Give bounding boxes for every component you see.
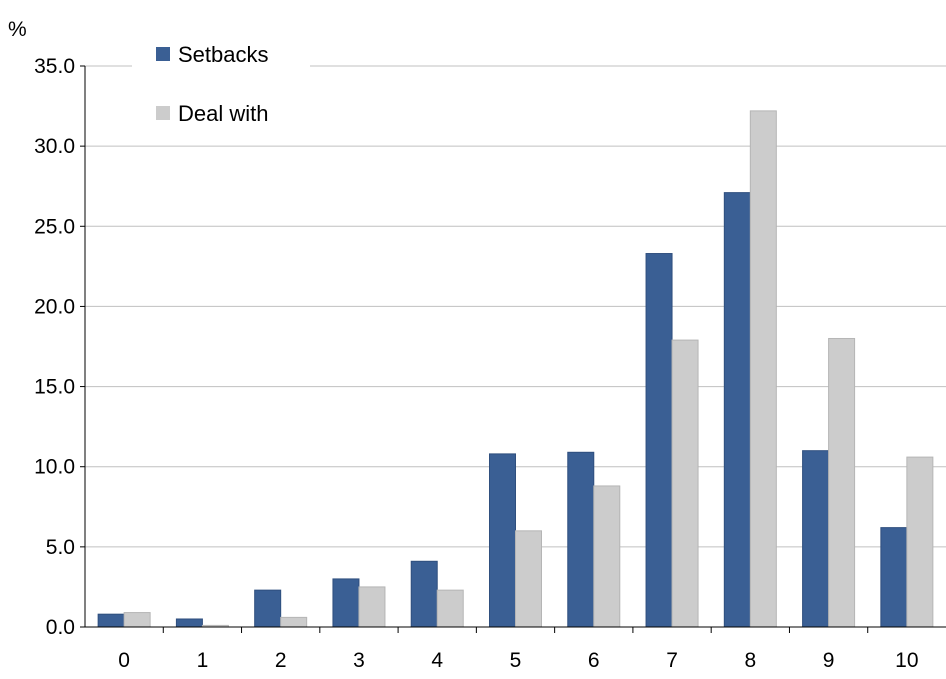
x-tick-label: 6 [588,649,600,672]
x-tick-label: 5 [510,649,522,672]
bar-deal-with [749,110,777,628]
bar-setbacks [489,453,516,628]
y-tick-label: 30.0 [34,135,75,158]
x-tick-label: 7 [666,649,678,672]
x-tick-label: 0 [118,649,130,672]
y-tick-label: 20.0 [34,295,75,318]
bar-setbacks [332,578,360,628]
y-tick-label: 15.0 [34,376,75,399]
bar-deal-with [358,586,386,628]
bar-setbacks [175,618,203,628]
bar-setbacks [410,560,438,628]
bar-deal-with [593,485,621,628]
x-tick-label: 1 [197,649,209,672]
legend-label-setbacks: Setbacks [178,42,269,67]
legend-swatch-setbacks [156,47,170,61]
legend: Setbacks Deal with [132,40,310,134]
x-tick-label: 10 [895,649,918,672]
bar-setbacks [567,451,595,628]
y-tick-label: 0.0 [46,616,75,639]
x-tick-label: 4 [431,649,443,672]
bars [97,110,934,628]
y-tick-label: 5.0 [46,536,75,559]
bar-deal-with [280,616,308,628]
bar-setbacks [880,527,908,628]
y-tick-label: 35.0 [34,55,75,78]
axes: % 0.0 5.0 10.0 15.0 20.0 25.0 30.0 35.0 0 1 2 3 4 5 6 7… [8,18,946,672]
y-tick-label: 25.0 [34,215,75,238]
x-tick-label: 9 [823,649,835,672]
legend-label-deal-with: Deal with [178,101,268,126]
y-axis-label: % [8,18,27,41]
legend-swatch-deal-with [156,106,170,120]
bar-deal-with [671,339,699,628]
bar-deal-with [436,589,464,628]
x-tick-label: 2 [275,649,287,672]
bar-setbacks [254,589,282,628]
bar-setbacks [802,450,830,628]
x-tick-label: 8 [744,649,756,672]
bar-deal-with [906,456,934,628]
bar-deal-with [123,612,151,628]
x-tick-label: 3 [353,649,365,672]
bar-setbacks [97,613,125,628]
bar-setbacks [645,253,673,628]
bar-deal-with [828,337,856,628]
y-tick-label: 10.0 [34,456,75,479]
bar-deal-with [515,530,542,628]
bar-setbacks [723,192,751,628]
